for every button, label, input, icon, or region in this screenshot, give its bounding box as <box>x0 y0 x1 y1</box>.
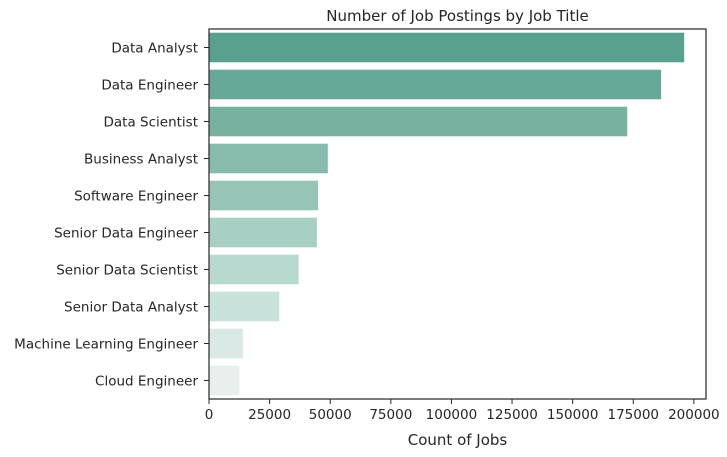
bar-data-scientist <box>209 106 628 137</box>
plot-frame <box>208 28 707 400</box>
x-tick-label: 50000 <box>309 407 352 423</box>
x-tick-label: 125000 <box>486 407 538 423</box>
category-label: Cloud Engineer <box>95 374 198 390</box>
x-tick-label: 150000 <box>547 407 599 423</box>
x-tick-label: 200000 <box>668 407 720 423</box>
x-ticks-layer: 0 25000 50000 75000 100000 125000 150000 175000… <box>205 399 720 423</box>
bar-senior-data-scientist <box>209 254 299 285</box>
category-label: Business Analyst <box>84 152 198 168</box>
category-label: Data Engineer <box>101 78 198 94</box>
bar-machine-learning-engineer <box>209 328 243 359</box>
bars-layer <box>209 32 685 396</box>
category-label: Senior Data Analyst <box>64 300 198 316</box>
x-tick-label: 175000 <box>607 407 659 423</box>
x-tick-label: 100000 <box>426 407 478 423</box>
x-axis-title: Count of Jobs <box>408 431 508 449</box>
category-label: Software Engineer <box>74 189 198 205</box>
bar-business-analyst <box>209 143 328 174</box>
bar-senior-data-analyst <box>209 291 280 322</box>
x-tick-label: 75000 <box>369 407 412 423</box>
bar-senior-data-engineer <box>209 217 317 248</box>
x-tick-label: 0 <box>205 407 214 423</box>
chart-title: Number of Job Postings by Job Title <box>326 7 589 25</box>
category-label: Machine Learning Engineer <box>14 337 198 353</box>
bar-data-engineer <box>209 69 662 100</box>
category-label: Data Scientist <box>104 115 199 131</box>
bar-cloud-engineer <box>209 365 240 396</box>
bar-software-engineer <box>209 180 319 211</box>
category-label: Senior Data Scientist <box>56 263 198 279</box>
x-tick-label: 25000 <box>248 407 291 423</box>
category-labels-layer: Data Analyst Data Engineer Data Scientist B… <box>14 41 209 390</box>
bar-data-analyst <box>209 32 685 63</box>
category-label: Senior Data Engineer <box>54 226 198 242</box>
category-label: Data Analyst <box>111 41 198 57</box>
